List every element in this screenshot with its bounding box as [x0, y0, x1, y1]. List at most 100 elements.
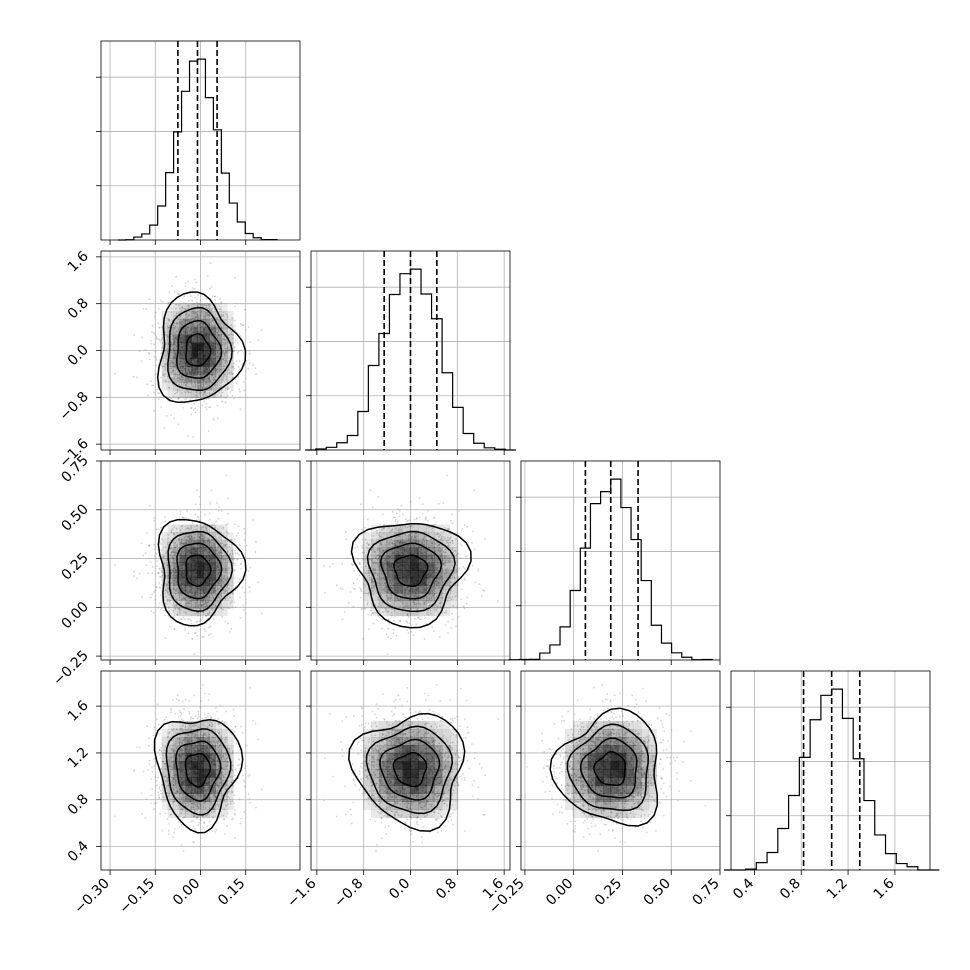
point	[199, 519, 201, 521]
point	[160, 396, 163, 399]
point	[187, 326, 190, 329]
point	[220, 394, 223, 397]
point	[436, 606, 439, 609]
point	[166, 375, 169, 378]
point	[382, 550, 384, 553]
point	[203, 628, 206, 630]
point	[464, 524, 466, 526]
point	[151, 572, 154, 575]
point	[204, 533, 207, 536]
point	[378, 602, 380, 605]
point	[210, 539, 213, 541]
point	[198, 390, 201, 393]
point	[181, 598, 183, 601]
point	[136, 376, 139, 379]
point	[207, 626, 210, 629]
density-cell	[197, 547, 204, 556]
point	[186, 319, 188, 322]
point	[434, 592, 437, 595]
density-cell	[221, 310, 228, 320]
point	[225, 338, 227, 341]
point	[434, 568, 437, 570]
point	[188, 535, 191, 538]
point	[181, 542, 184, 545]
point	[384, 558, 387, 560]
point	[176, 545, 178, 548]
point	[473, 548, 476, 551]
point	[387, 598, 389, 601]
point	[463, 607, 466, 610]
point	[239, 596, 241, 599]
point	[445, 609, 448, 612]
density-cell	[191, 382, 198, 391]
point	[404, 594, 407, 597]
density-cell	[215, 390, 222, 399]
density-cell	[410, 593, 419, 601]
point	[197, 533, 200, 536]
point	[431, 557, 434, 560]
point	[210, 327, 213, 330]
point	[214, 604, 217, 607]
point	[388, 541, 391, 544]
point	[204, 513, 206, 516]
point	[239, 368, 241, 371]
point	[201, 534, 204, 537]
point	[220, 555, 223, 558]
density-cell	[394, 524, 403, 533]
density-cell	[410, 577, 419, 586]
point	[166, 336, 169, 338]
point	[399, 605, 402, 608]
density-cell	[402, 600, 411, 609]
point	[190, 544, 193, 547]
density-cell	[173, 547, 180, 556]
point	[427, 546, 430, 549]
point	[191, 638, 194, 640]
point	[202, 537, 205, 539]
point	[449, 577, 452, 580]
point	[212, 319, 214, 322]
point	[233, 538, 236, 541]
point	[206, 385, 209, 388]
point	[382, 588, 385, 591]
point	[438, 535, 440, 538]
point	[374, 551, 376, 553]
point	[182, 321, 185, 323]
point	[199, 545, 202, 547]
point	[148, 352, 151, 355]
point	[377, 572, 379, 575]
point	[438, 635, 441, 638]
point	[172, 557, 175, 559]
point	[435, 580, 437, 583]
point	[497, 600, 499, 602]
point	[209, 633, 212, 636]
point	[434, 596, 437, 599]
point	[149, 596, 152, 599]
point	[219, 297, 222, 300]
point	[429, 592, 432, 595]
point	[210, 545, 213, 548]
point	[364, 565, 367, 568]
point	[454, 595, 457, 598]
point	[168, 320, 171, 322]
point	[200, 537, 202, 540]
point	[407, 593, 410, 596]
point	[442, 531, 445, 533]
point	[350, 563, 353, 566]
point	[211, 374, 213, 376]
point	[199, 533, 202, 535]
point	[412, 601, 415, 604]
point	[166, 339, 169, 342]
point	[174, 314, 177, 317]
point	[185, 542, 187, 544]
point	[163, 562, 166, 565]
point	[173, 377, 176, 380]
point	[217, 546, 220, 548]
point	[146, 532, 149, 535]
point	[399, 541, 401, 544]
point	[437, 585, 440, 588]
point	[192, 312, 195, 314]
point	[189, 537, 192, 540]
point	[193, 533, 196, 536]
density-cell	[363, 539, 372, 548]
density-cell	[386, 555, 395, 563]
